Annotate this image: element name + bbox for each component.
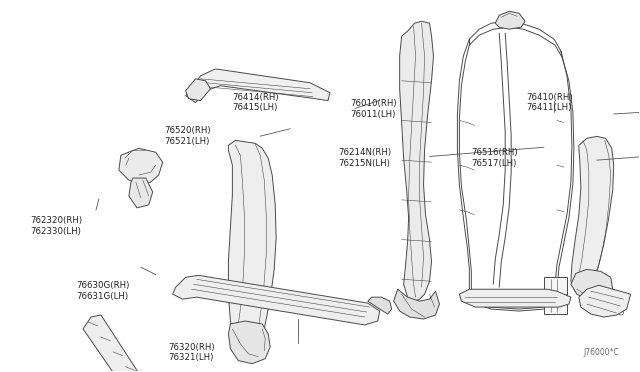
Polygon shape <box>173 275 380 325</box>
Circle shape <box>596 298 602 304</box>
Text: 76010(RH)
76011(LH): 76010(RH) 76011(LH) <box>351 99 397 119</box>
Polygon shape <box>399 21 433 301</box>
Circle shape <box>252 80 259 87</box>
Circle shape <box>247 254 257 264</box>
Circle shape <box>413 241 422 248</box>
Polygon shape <box>186 69 330 103</box>
Polygon shape <box>571 269 612 301</box>
Circle shape <box>327 306 333 312</box>
Circle shape <box>552 284 559 291</box>
Circle shape <box>413 260 422 268</box>
Circle shape <box>227 284 234 290</box>
Text: 762320(RH)
762330(LH): 762320(RH) 762330(LH) <box>31 216 83 236</box>
Circle shape <box>270 80 280 90</box>
Circle shape <box>207 279 214 285</box>
Polygon shape <box>83 315 148 372</box>
Polygon shape <box>460 289 571 307</box>
Polygon shape <box>571 137 614 294</box>
Text: 76410(RH)
76411(LH): 76410(RH) 76411(LH) <box>527 93 573 112</box>
Text: 76516(RH)
76517(LH): 76516(RH) 76517(LH) <box>472 148 518 168</box>
Circle shape <box>247 288 253 294</box>
Text: 76520(RH)
76521(LH): 76520(RH) 76521(LH) <box>164 126 211 145</box>
Polygon shape <box>228 321 270 364</box>
Circle shape <box>287 297 293 303</box>
Circle shape <box>618 309 623 315</box>
Circle shape <box>347 311 353 317</box>
Circle shape <box>307 302 313 308</box>
Text: 76214N(RH)
76215N(LH): 76214N(RH) 76215N(LH) <box>338 148 391 168</box>
Text: 76320(RH)
76321(LH): 76320(RH) 76321(LH) <box>168 343 214 362</box>
Circle shape <box>145 164 152 171</box>
Polygon shape <box>129 178 153 208</box>
Circle shape <box>492 296 497 302</box>
Circle shape <box>474 296 480 302</box>
Polygon shape <box>394 289 440 319</box>
Polygon shape <box>579 285 630 317</box>
Circle shape <box>608 304 614 310</box>
Circle shape <box>552 302 559 309</box>
Text: 76630G(RH)
76631G(LH): 76630G(RH) 76631G(LH) <box>77 281 130 301</box>
Polygon shape <box>495 11 525 29</box>
Polygon shape <box>228 140 276 351</box>
Circle shape <box>268 293 273 299</box>
Polygon shape <box>186 79 211 101</box>
Circle shape <box>524 296 530 302</box>
Circle shape <box>291 83 299 91</box>
Circle shape <box>133 158 141 166</box>
Circle shape <box>508 296 514 302</box>
Polygon shape <box>368 297 392 314</box>
Circle shape <box>247 235 257 244</box>
Text: J76000*C: J76000*C <box>583 348 619 357</box>
Polygon shape <box>119 148 163 185</box>
Circle shape <box>540 296 546 302</box>
Text: 76414(RH)
76415(LH): 76414(RH) 76415(LH) <box>232 93 278 112</box>
Polygon shape <box>544 277 567 314</box>
